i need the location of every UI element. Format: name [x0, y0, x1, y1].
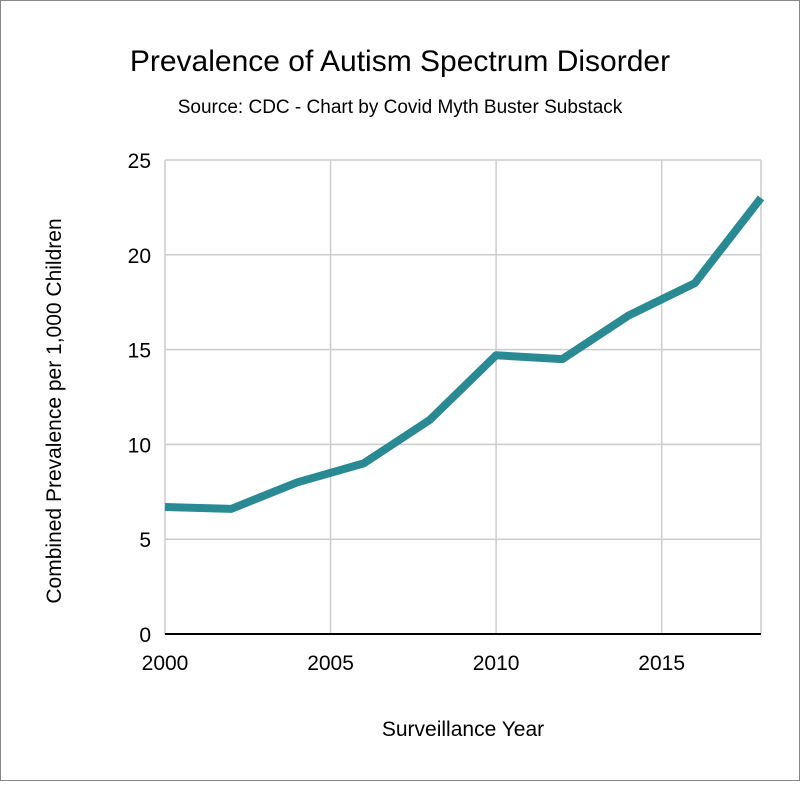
chart-subtitle: Source: CDC - Chart by Covid Myth Buster… [178, 97, 623, 118]
x-tick-label: 2015 [638, 652, 685, 675]
chart-title: Prevalence of Autism Spectrum Disorder [130, 45, 670, 78]
x-axis-label: Surveillance Year [382, 718, 544, 741]
y-tick-label: 15 [128, 340, 151, 363]
gridlines [164, 159, 762, 634]
x-tick-label: 2010 [473, 652, 520, 675]
x-tick-labels: 2000 2005 2010 2015 [142, 652, 685, 675]
y-tick-label: 10 [128, 434, 151, 457]
x-tick-label: 2005 [307, 652, 354, 675]
y-tick-label: 25 [128, 150, 151, 173]
series-line-0 [164, 195, 765, 513]
y-tick-label: 20 [128, 245, 151, 268]
x-tick-label: 2000 [142, 652, 189, 675]
series-group [164, 195, 765, 513]
y-axis-label: Combined Prevalence per 1,000 Children [43, 218, 66, 603]
y-tick-label: 0 [139, 624, 151, 647]
y-tick-label: 5 [139, 529, 151, 552]
y-tick-labels: 0 5 10 15 20 25 [128, 150, 151, 647]
